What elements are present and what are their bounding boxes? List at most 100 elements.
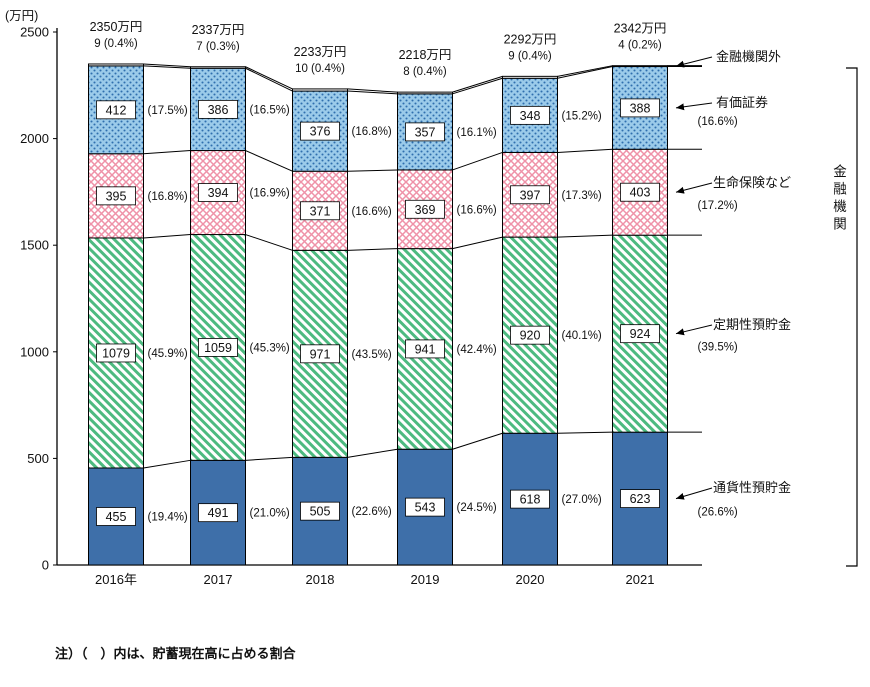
svg-text:(26.6%): (26.6%): [698, 507, 738, 519]
svg-text:1000: 1000: [20, 344, 49, 359]
value-box: [300, 344, 340, 364]
svg-text:9 (0.4%): 9 (0.4%): [94, 38, 138, 50]
svg-text:(15.2%): (15.2%): [562, 110, 602, 122]
svg-text:924: 924: [630, 327, 651, 341]
legend-item-securities: 有価証券: [716, 95, 769, 110]
value-box: [405, 339, 445, 359]
svg-text:2017: 2017: [204, 572, 233, 587]
segment: [397, 91, 453, 95]
svg-text:(42.4%): (42.4%): [457, 344, 497, 356]
svg-text:941: 941: [415, 342, 436, 356]
svg-text:971: 971: [310, 347, 331, 361]
axes: 0 500 1000 1500 2000 2500: [20, 25, 702, 573]
value-box: [96, 507, 136, 526]
svg-text:395: 395: [106, 189, 127, 203]
svg-text:505: 505: [310, 505, 331, 519]
svg-text:1059: 1059: [204, 341, 232, 355]
stack-boundary-lines: [143, 63, 702, 469]
value-box: [198, 183, 238, 202]
legend-arrow-icons: [675, 56, 713, 500]
svg-text:2342万円: 2342万円: [614, 22, 667, 36]
svg-text:10 (0.4%): 10 (0.4%): [295, 63, 345, 75]
svg-text:(16.6%): (16.6%): [352, 206, 392, 218]
svg-text:(27.0%): (27.0%): [562, 494, 602, 506]
value-box: [620, 182, 660, 202]
bar-2020: 618 (27.0%) 920 (40.1%) 397 (17.3%) 348 (15.2%)…: [502, 32, 602, 587]
value-box: [198, 338, 238, 357]
svg-text:(40.1%): (40.1%): [562, 330, 602, 342]
svg-text:618: 618: [520, 493, 541, 507]
segment: [292, 88, 348, 92]
svg-text:369: 369: [415, 203, 436, 217]
left-arrow-icon: [675, 324, 713, 336]
svg-text:920: 920: [520, 329, 541, 343]
value-box: [510, 105, 550, 125]
svg-text:1500: 1500: [20, 238, 49, 253]
svg-text:(16.9%): (16.9%): [250, 188, 290, 200]
svg-text:(39.5%): (39.5%): [698, 342, 738, 354]
svg-text:4 (0.2%): 4 (0.2%): [618, 40, 662, 52]
svg-text:403: 403: [630, 186, 651, 200]
svg-text:388: 388: [630, 101, 651, 115]
segment: [190, 66, 246, 69]
svg-text:2016年: 2016年: [95, 572, 137, 587]
value-box: [620, 489, 660, 508]
svg-text:(22.6%): (22.6%): [352, 506, 392, 518]
svg-text:412: 412: [106, 103, 127, 117]
svg-text:(16.1%): (16.1%): [457, 127, 497, 139]
svg-text:(45.3%): (45.3%): [250, 342, 290, 354]
financial-institutions-group-label: 金融機関: [831, 164, 846, 234]
svg-text:394: 394: [208, 186, 229, 200]
svg-text:(21.0%): (21.0%): [250, 508, 290, 520]
svg-text:455: 455: [106, 510, 127, 524]
svg-text:2350万円: 2350万円: [90, 20, 143, 34]
left-arrow-icon: [675, 56, 713, 68]
svg-text:2018: 2018: [306, 572, 335, 587]
svg-text:1079: 1079: [102, 346, 130, 360]
svg-text:(17.5%): (17.5%): [148, 105, 188, 117]
value-box: [96, 100, 136, 120]
value-box: [96, 186, 136, 206]
svg-text:(16.8%): (16.8%): [148, 191, 188, 203]
segment: [612, 65, 668, 68]
svg-text:(17.3%): (17.3%): [562, 190, 602, 202]
svg-text:7 (0.3%): 7 (0.3%): [196, 41, 240, 53]
svg-text:2337万円: 2337万円: [192, 23, 245, 37]
svg-text:9 (0.4%): 9 (0.4%): [508, 50, 552, 62]
value-box: [620, 324, 660, 344]
svg-text:(16.6%): (16.6%): [698, 116, 738, 128]
svg-text:0: 0: [42, 558, 49, 573]
svg-text:386: 386: [208, 103, 229, 117]
svg-text:(16.8%): (16.8%): [352, 126, 392, 138]
footnote-text: 注）（ ）内は、貯蓄現在高に占める割合: [55, 646, 296, 661]
svg-text:348: 348: [520, 109, 541, 123]
svg-text:2233万円: 2233万円: [294, 45, 347, 59]
svg-text:543: 543: [415, 501, 436, 515]
bar-2019: 543 (24.5%) 941 (42.4%) 369 (16.6%) 357 (16.1%)…: [397, 48, 497, 587]
svg-text:2020: 2020: [516, 572, 545, 587]
legend-item-life-insurance: 生命保険など: [713, 175, 792, 190]
y-axis-unit-label: (万円): [5, 9, 39, 23]
value-box: [96, 343, 136, 363]
segment: [88, 63, 144, 67]
value-box: [300, 201, 340, 221]
value-box: [405, 497, 445, 517]
svg-text:2218万円: 2218万円: [399, 48, 452, 62]
bar-2016年: 455 (19.4%) 1079 (45.9%) 395 (16.8%) 412 (17.5%…: [88, 20, 188, 587]
svg-text:(16.6%): (16.6%): [457, 204, 497, 216]
bar-2018: 505 (22.6%) 971 (43.5%) 371 (16.6%) 376 (16.8%)…: [292, 45, 392, 587]
segment: [502, 75, 558, 79]
left-arrow-icon: [675, 182, 713, 194]
svg-text:376: 376: [310, 125, 331, 139]
svg-text:(43.5%): (43.5%): [352, 349, 392, 361]
group-bracket: [846, 67, 858, 567]
value-box: [405, 199, 445, 219]
left-arrow-icon: [675, 487, 713, 500]
value-box: [510, 325, 550, 345]
svg-text:371: 371: [310, 204, 331, 218]
stacked-bar-chart: 0 500 1000 1500 2000 2500 455 (19.4%) 1079 (45.9%…: [20, 20, 858, 587]
svg-text:491: 491: [208, 506, 229, 520]
value-box: [510, 489, 550, 509]
value-box: [620, 98, 660, 118]
